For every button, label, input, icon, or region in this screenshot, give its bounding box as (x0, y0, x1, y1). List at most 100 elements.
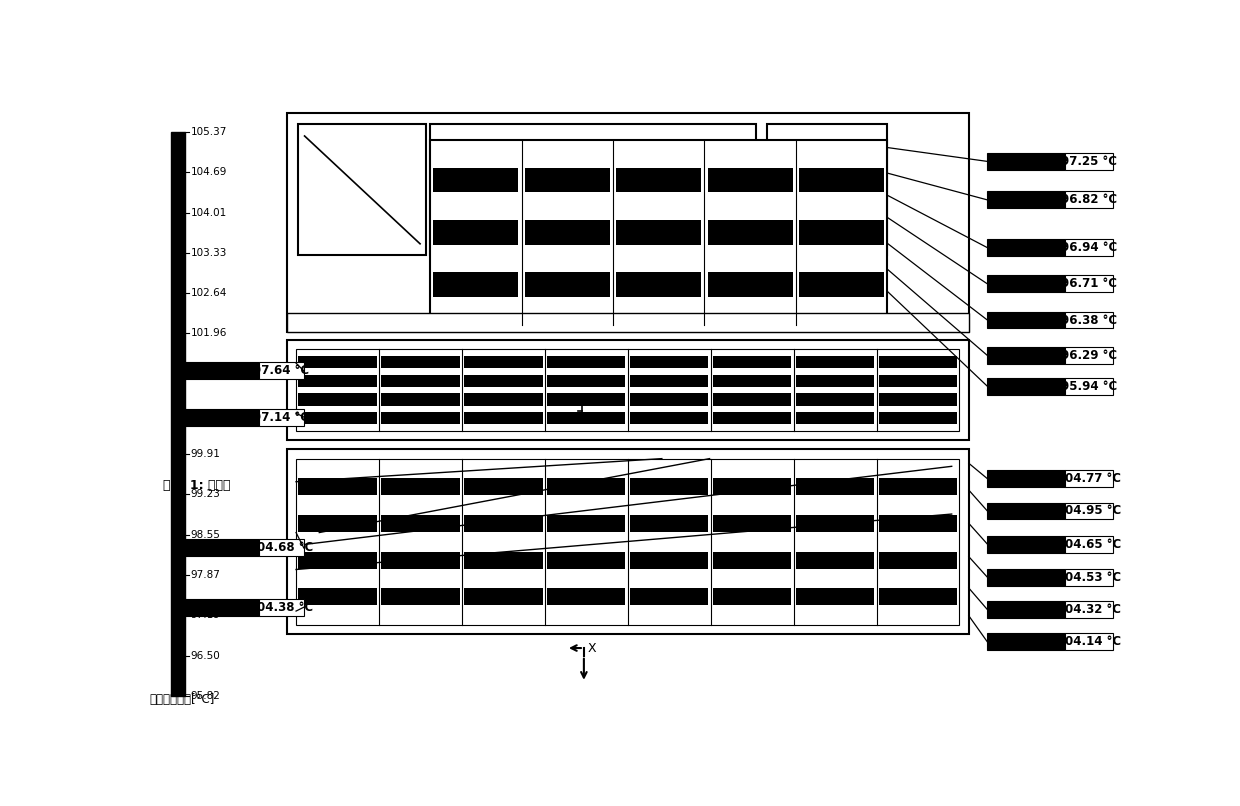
Bar (547, 551, 625, 568)
Bar (713, 375, 791, 387)
Bar (296, 349, 960, 431)
Bar (987, 347, 1065, 364)
Bar (713, 393, 791, 405)
Bar (630, 375, 708, 387)
Bar (987, 312, 1065, 329)
Bar (430, 139, 888, 325)
Bar (258, 409, 304, 426)
Bar (987, 239, 1065, 256)
Text: 104.68 °C: 104.68 °C (249, 542, 314, 555)
Bar (1065, 536, 1114, 553)
Bar (299, 551, 377, 568)
Bar (630, 588, 708, 605)
Bar (796, 551, 874, 568)
Bar (464, 355, 543, 368)
Bar (796, 355, 874, 368)
Bar (630, 412, 708, 425)
Bar (184, 539, 258, 556)
Bar (299, 355, 377, 368)
Bar (547, 355, 625, 368)
Bar (433, 168, 518, 192)
Text: 95.94 °C: 95.94 °C (1061, 380, 1117, 393)
Bar (796, 393, 874, 405)
Text: 表面图 1: 等高线: 表面图 1: 等高线 (162, 479, 231, 492)
Bar (547, 412, 625, 425)
Bar (879, 551, 957, 568)
Bar (616, 220, 702, 244)
Bar (382, 515, 460, 532)
Text: 104.69: 104.69 (191, 168, 227, 177)
Bar (987, 601, 1065, 618)
Bar (1065, 634, 1114, 650)
Text: 97.64 °C: 97.64 °C (253, 364, 310, 377)
Bar (630, 355, 708, 368)
Bar (796, 375, 874, 387)
Text: 97.19: 97.19 (191, 610, 221, 621)
Bar (547, 588, 625, 605)
Bar (286, 340, 968, 440)
Bar (299, 375, 377, 387)
Bar (299, 515, 377, 532)
Bar (433, 272, 518, 297)
Bar (879, 412, 957, 425)
Bar (525, 272, 610, 297)
Bar (630, 515, 708, 532)
Text: X: X (588, 642, 596, 654)
Text: 97.14 °C: 97.14 °C (253, 410, 309, 423)
Bar (987, 569, 1065, 586)
Text: 104.95 °C: 104.95 °C (1058, 505, 1121, 517)
Bar (382, 393, 460, 405)
Bar (987, 502, 1065, 519)
Bar (1065, 569, 1114, 586)
Bar (299, 393, 377, 405)
Text: 96.29 °C: 96.29 °C (1061, 349, 1117, 362)
Text: 97.25 °C: 97.25 °C (1061, 155, 1117, 168)
Bar (184, 409, 258, 426)
Text: 96.94 °C: 96.94 °C (1061, 241, 1117, 254)
Bar (708, 220, 792, 244)
Bar (382, 375, 460, 387)
Bar (796, 515, 874, 532)
Bar (1065, 276, 1114, 293)
Bar (286, 313, 968, 332)
Bar (299, 124, 427, 256)
Bar (258, 363, 304, 380)
Text: 104.32 °C: 104.32 °C (1058, 603, 1121, 616)
Bar (286, 450, 968, 634)
Bar (286, 113, 968, 332)
Bar (464, 588, 543, 605)
Bar (879, 515, 957, 532)
Bar (879, 375, 957, 387)
Bar (184, 599, 258, 616)
Bar (433, 220, 518, 244)
Bar (258, 599, 304, 616)
Bar (547, 393, 625, 405)
Bar (464, 393, 543, 405)
Bar (1065, 153, 1114, 170)
Bar (299, 412, 377, 425)
Bar (987, 378, 1065, 395)
Bar (987, 634, 1065, 650)
Bar (630, 551, 708, 568)
Bar (1065, 601, 1114, 618)
Bar (464, 412, 543, 425)
Bar (987, 153, 1065, 170)
Bar (799, 168, 884, 192)
Bar (987, 470, 1065, 487)
Text: 103.33: 103.33 (191, 248, 227, 258)
Bar (796, 588, 874, 605)
Bar (1065, 312, 1114, 329)
Bar (713, 478, 791, 495)
Bar (547, 375, 625, 387)
Bar (382, 588, 460, 605)
Bar (796, 412, 874, 425)
Bar (987, 276, 1065, 293)
Bar (1065, 502, 1114, 519)
Bar (464, 478, 543, 495)
Text: 104.77 °C: 104.77 °C (1058, 472, 1121, 485)
Bar (799, 220, 884, 244)
Bar (616, 168, 702, 192)
Bar (879, 478, 957, 495)
Bar (799, 272, 884, 297)
Bar (382, 478, 460, 495)
